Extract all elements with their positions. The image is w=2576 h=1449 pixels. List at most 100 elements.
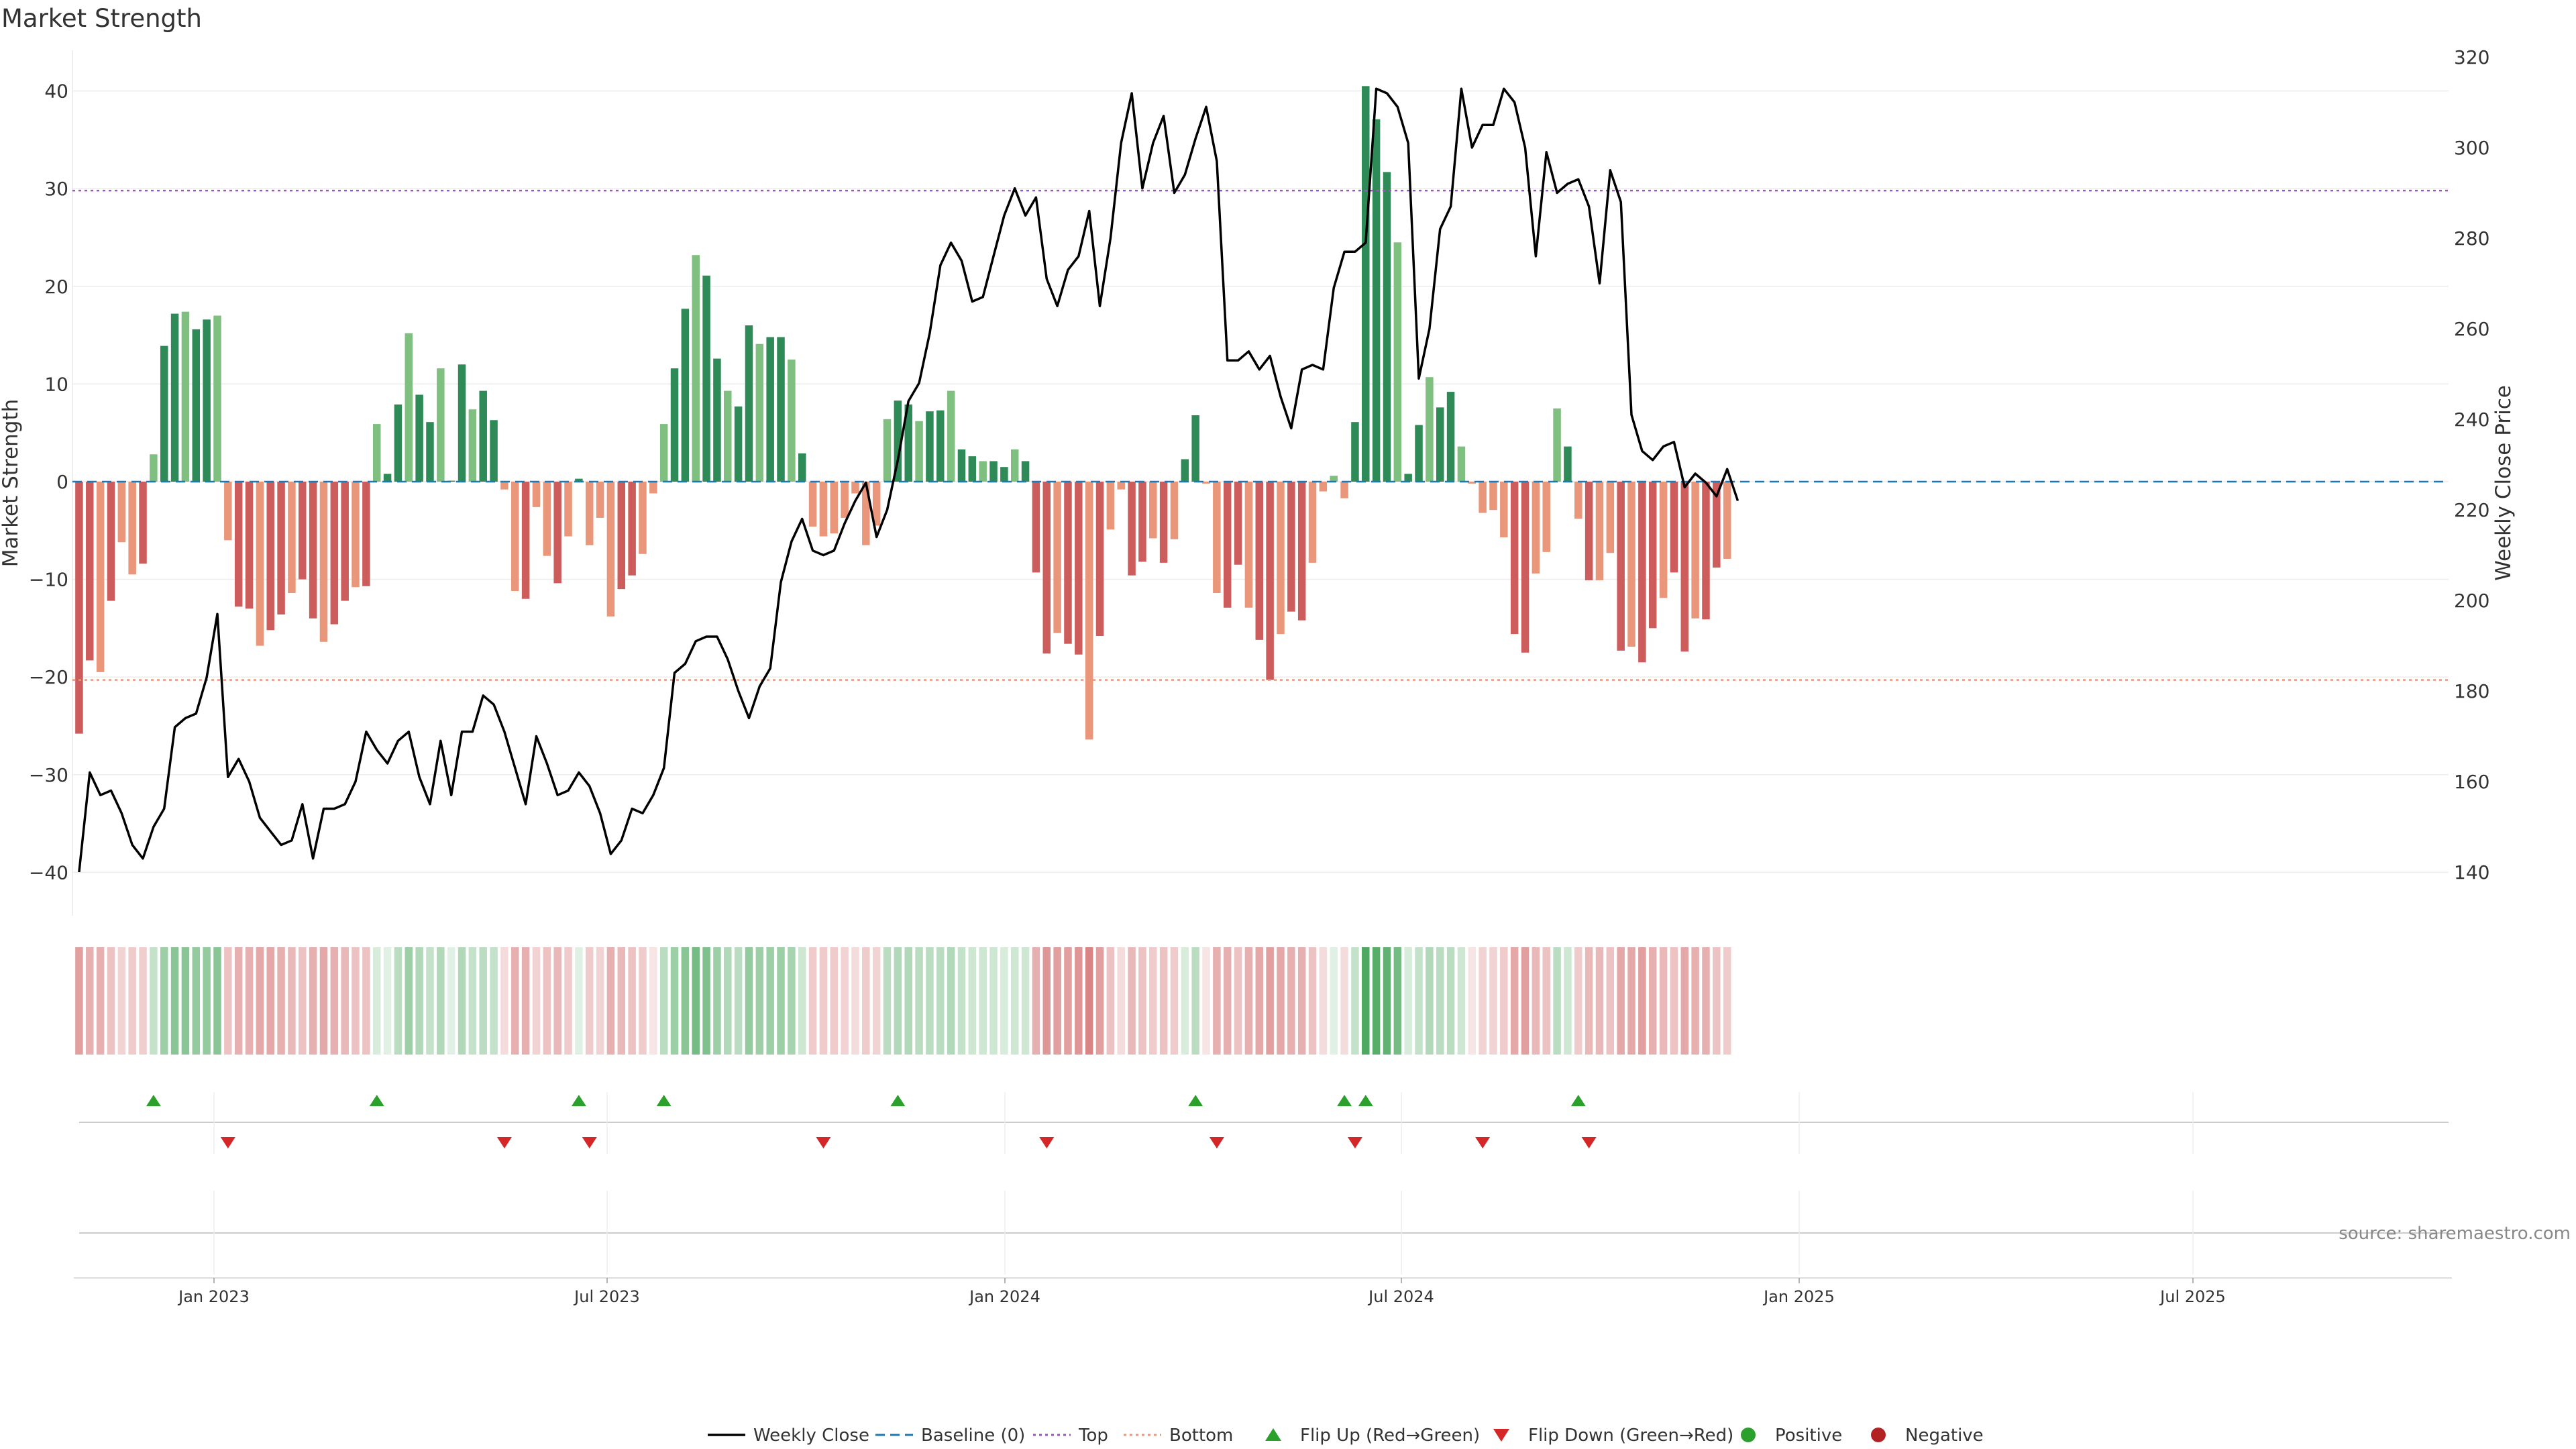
heat-cell <box>1234 947 1242 1055</box>
strength-bar <box>96 482 105 672</box>
strength-bar <box>1415 425 1423 482</box>
heat-cell <box>755 947 764 1055</box>
strength-bar <box>1266 482 1274 680</box>
heat-cell <box>1010 947 1019 1055</box>
strength-bar <box>1330 476 1338 482</box>
heat-cell <box>936 947 945 1055</box>
legend: Weekly Close Baseline (0) Top Bottom Flip Up… <box>708 1426 1984 1446</box>
strength-bar <box>851 482 859 494</box>
heat-cell <box>639 947 647 1055</box>
heat-cell <box>564 947 572 1055</box>
strength-bar <box>724 390 732 482</box>
strength-bar <box>266 482 274 631</box>
y-tick-label: 10 <box>44 373 68 395</box>
legend-label: Top <box>1078 1426 1108 1446</box>
strength-bar <box>394 404 402 482</box>
strength-bar <box>277 482 285 615</box>
strength-bar <box>947 390 955 482</box>
heat-cell <box>86 947 94 1055</box>
heat-cell <box>213 947 221 1055</box>
strength-bar <box>1149 482 1157 539</box>
strength-bar <box>702 275 710 482</box>
heat-cell <box>341 947 349 1055</box>
y-tick-label: −20 <box>29 666 68 688</box>
heat-cell <box>203 947 211 1055</box>
legend-label: Flip Up (Red→Green) <box>1300 1426 1480 1446</box>
heat-cell <box>383 947 392 1055</box>
strength-bar <box>1574 482 1582 519</box>
strength-bar <box>553 482 561 584</box>
heat-cell <box>1340 947 1348 1055</box>
heat-cell <box>819 947 828 1055</box>
strength-bars <box>75 86 1731 740</box>
strength-bar <box>1564 446 1572 482</box>
strength-bar <box>1383 172 1391 482</box>
y-axis-ticks: 40 30 20 10 0 −10 −20 −30 −40 <box>29 80 68 884</box>
heat-cell <box>596 947 604 1055</box>
strength-bar <box>1202 482 1210 484</box>
heat-cell <box>1149 947 1157 1055</box>
legend-item-close: Weekly Close <box>708 1426 869 1446</box>
heat-cell <box>851 947 859 1055</box>
heat-cell <box>309 947 317 1055</box>
flip-up-marker <box>1337 1095 1352 1106</box>
strength-bar <box>1075 482 1083 655</box>
flip-up-marker <box>656 1095 672 1106</box>
strength-bar <box>1021 461 1030 482</box>
flip-up-marker <box>1358 1095 1373 1106</box>
y2-tick-label: 140 <box>2454 861 2489 883</box>
flip-down-marker <box>582 1137 597 1148</box>
strength-bar <box>1297 482 1306 621</box>
heat-cell <box>1691 947 1699 1055</box>
strength-bar <box>511 482 519 592</box>
strength-bar <box>1617 482 1625 651</box>
heat-cell <box>192 947 201 1055</box>
x-tick-label: Jul 2023 <box>573 1287 640 1306</box>
strength-bar <box>1542 482 1550 552</box>
strength-bar <box>617 482 626 590</box>
strength-bar <box>1244 482 1253 608</box>
strength-bar <box>181 311 190 482</box>
strength-bar <box>1713 482 1721 568</box>
strength-heatmap <box>75 947 1731 1055</box>
heat-cell <box>1213 947 1221 1055</box>
weekly-close-line <box>78 87 1739 873</box>
strength-bar <box>479 390 487 482</box>
close-price-series <box>78 87 1739 873</box>
heat-cell <box>1308 947 1317 1055</box>
strength-bar <box>1691 482 1699 619</box>
strength-bar <box>788 360 796 482</box>
flip-down-marker <box>816 1137 831 1148</box>
strength-bar <box>75 482 83 734</box>
strength-bar <box>968 456 977 482</box>
heat-cell <box>277 947 285 1055</box>
strength-bar <box>213 315 221 482</box>
heat-cell <box>1053 947 1061 1055</box>
heat-cell <box>1659 947 1668 1055</box>
strength-bar <box>670 368 679 482</box>
heat-cell <box>1436 947 1444 1055</box>
heat-cell <box>872 947 881 1055</box>
strength-bar <box>1489 482 1497 511</box>
heat-cell <box>1638 947 1646 1055</box>
heat-cell <box>160 947 168 1055</box>
strength-bar <box>904 404 912 482</box>
legend-label: Bottom <box>1169 1426 1233 1446</box>
strength-bar <box>1479 482 1487 513</box>
heat-cell <box>692 947 700 1055</box>
heat-cell <box>490 947 498 1055</box>
y-tick-label: −30 <box>29 764 68 786</box>
strength-bar <box>203 319 211 482</box>
heat-cell <box>543 947 551 1055</box>
y-tick-label: 40 <box>44 80 68 103</box>
heat-cell <box>1500 947 1508 1055</box>
heat-cell <box>479 947 487 1055</box>
strength-bar <box>1181 459 1189 482</box>
heat-cell <box>1617 947 1625 1055</box>
legend-label: Weekly Close <box>753 1426 869 1446</box>
legend-swatch <box>1265 1428 1281 1441</box>
heat-cell <box>1128 947 1136 1055</box>
strength-bar <box>500 482 508 490</box>
strength-bar <box>150 454 158 482</box>
strength-bar <box>447 480 455 482</box>
